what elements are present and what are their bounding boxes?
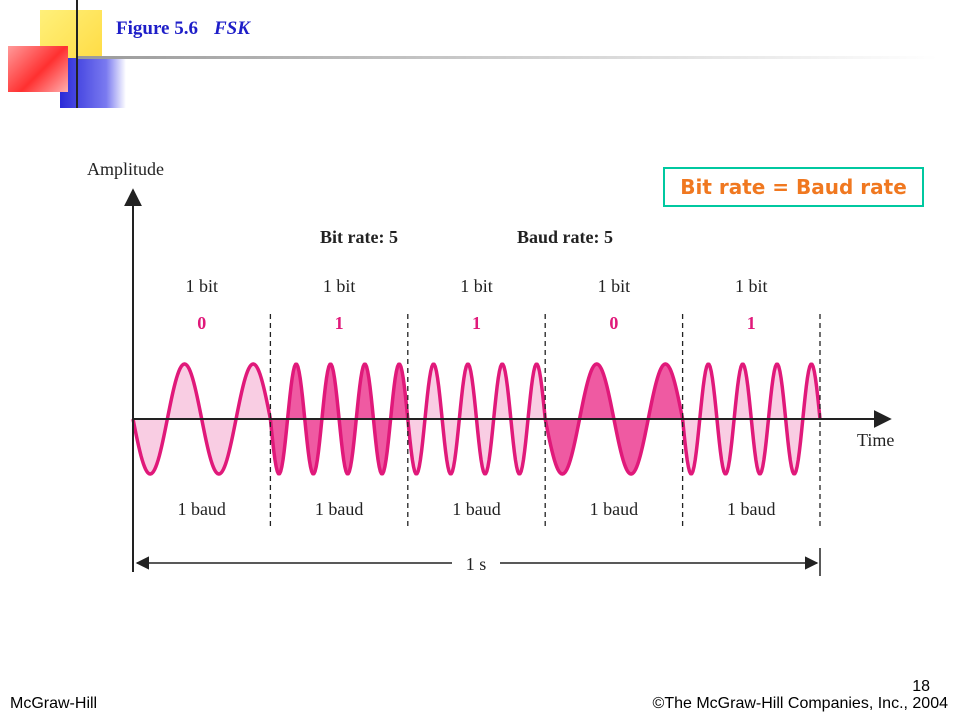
bit-value-5: 1 [747, 313, 756, 333]
bit-label-4: 1 bit [598, 276, 631, 296]
duration-label: 1 s [466, 554, 487, 574]
page-number: 18 [912, 678, 930, 695]
x-axis-label: Time [857, 430, 894, 450]
figure-name: FSK [213, 18, 250, 39]
baud-label-3: 1 baud [452, 499, 501, 519]
y-axis-label: Amplitude [87, 159, 164, 179]
bit-value-1: 0 [197, 313, 206, 333]
baud-label-2: 1 baud [315, 499, 364, 519]
bit-rate-label: Bit rate: 5 [320, 227, 398, 247]
bit-value-4: 0 [609, 313, 618, 333]
footer-publisher: McGraw-Hill [10, 695, 98, 712]
figure-title: Figure 5.6 FSK [116, 18, 250, 40]
bit-label-1: 1 bit [185, 276, 218, 296]
decor-block-red [8, 46, 68, 92]
bit-value-3: 1 [472, 313, 481, 333]
segment-labels: 1 bit 0 1 baud 1 bit 1 1 baud 1 bit 1 1 baud 1 bi… [177, 276, 775, 519]
callout-text: Bit rate = Baud rate [680, 175, 907, 199]
figure-label: Figure 5.6 [116, 18, 198, 39]
baud-label-5: 1 baud [727, 499, 776, 519]
decor-block-blue [60, 58, 126, 108]
bit-baud-callout: Bit rate = Baud rate [663, 167, 924, 207]
bit-value-2: 1 [335, 313, 344, 333]
bit-label-5: 1 bit [735, 276, 768, 296]
baud-label-4: 1 baud [590, 499, 639, 519]
title-rule [78, 56, 938, 59]
baud-rate-label: Baud rate: 5 [517, 227, 613, 247]
decor-vertical-line [76, 0, 78, 108]
baud-label-1: 1 baud [177, 499, 226, 519]
bit-label-2: 1 bit [323, 276, 356, 296]
bit-label-3: 1 bit [460, 276, 493, 296]
footer-copyright: ©The McGraw-Hill Companies, Inc., 2004 [652, 695, 948, 712]
